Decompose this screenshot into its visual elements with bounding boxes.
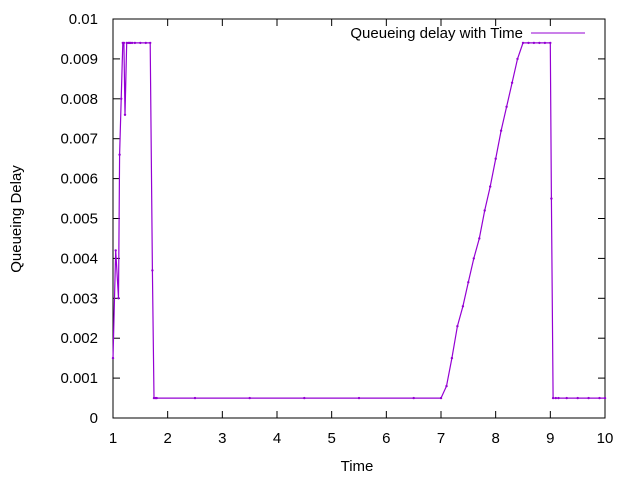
data-point — [130, 41, 134, 45]
data-point — [144, 41, 147, 45]
data-point — [248, 396, 251, 400]
data-point — [120, 97, 123, 101]
data-point — [151, 269, 154, 272]
data-point — [543, 41, 547, 45]
x-tick-label: 8 — [491, 430, 499, 447]
data-point — [439, 396, 443, 400]
y-tick-label: 0.002 — [60, 330, 98, 347]
y-tick-label: 0.005 — [60, 211, 98, 228]
data-point — [478, 237, 481, 240]
data-point — [133, 41, 137, 45]
data-point — [149, 41, 152, 45]
y-tick-label: 0 — [90, 410, 98, 427]
series-line — [112, 42, 605, 399]
data-point — [483, 209, 486, 212]
data-point — [467, 281, 470, 284]
data-point — [603, 396, 607, 400]
x-tick-label: 1 — [109, 430, 117, 447]
legend: Queueing delay with Time — [350, 25, 585, 42]
data-point — [510, 81, 514, 85]
y-tick-label: 0.007 — [60, 131, 98, 148]
data-point — [549, 41, 552, 45]
data-point — [489, 185, 492, 188]
x-tick-label: 10 — [597, 430, 614, 447]
data-point — [193, 396, 197, 400]
data-point — [551, 396, 555, 400]
data-point — [114, 249, 117, 252]
y-tick-label: 0.003 — [60, 290, 98, 307]
x-axis-title: Time — [341, 458, 374, 475]
data-point — [598, 396, 601, 400]
data-point — [505, 105, 508, 109]
data-point — [538, 41, 541, 45]
y-tick-label: 0.004 — [60, 250, 98, 267]
x-tick-label: 5 — [327, 430, 335, 447]
x-tick-label: 9 — [546, 430, 554, 447]
x-tick-label: 2 — [163, 430, 171, 447]
data-point — [532, 41, 536, 45]
data-point — [516, 57, 519, 61]
y-tick-label: 0.01 — [69, 11, 98, 28]
plot-area-frame — [112, 18, 606, 419]
data-point — [155, 396, 158, 400]
x-tick-label: 6 — [382, 430, 390, 447]
data-point — [472, 257, 475, 260]
x-axis-ticks: 1 2 3 4 5 6 7 8 9 10 — [109, 19, 614, 447]
data-point — [111, 356, 115, 360]
data-point — [118, 153, 121, 156]
data-point — [122, 41, 126, 45]
y-tick-label: 0.006 — [60, 171, 98, 188]
data-point — [461, 305, 465, 308]
legend-label: Queueing delay with Time — [350, 25, 523, 42]
data-point — [412, 396, 415, 400]
data-point — [117, 297, 120, 300]
data-point — [521, 41, 525, 45]
data-point — [445, 384, 448, 388]
series-layer — [111, 41, 607, 400]
data-point — [456, 325, 459, 328]
data-point — [357, 396, 361, 400]
data-point — [494, 157, 497, 160]
data-point — [587, 396, 590, 400]
x-tick-label: 3 — [218, 430, 226, 447]
data-point — [303, 396, 306, 400]
data-point — [450, 356, 454, 360]
data-point — [554, 396, 557, 400]
data-point — [565, 396, 568, 400]
data-point — [576, 396, 579, 400]
y-tick-label: 0.001 — [60, 370, 98, 387]
x-tick-label: 4 — [273, 430, 281, 447]
y-axis-ticks: 0 0.001 0.002 0.003 0.004 0.005 0.006 0.007 0.00… — [60, 11, 605, 427]
data-point — [527, 41, 530, 45]
data-point — [557, 396, 560, 400]
y-axis-title: Queueing Delay — [8, 165, 25, 273]
y-tick-label: 0.009 — [60, 51, 98, 68]
x-tick-label: 7 — [437, 430, 445, 447]
data-point — [499, 129, 503, 132]
data-point — [139, 41, 142, 45]
data-point — [123, 113, 127, 117]
data-point — [550, 197, 553, 200]
y-tick-label: 0.008 — [60, 91, 98, 108]
